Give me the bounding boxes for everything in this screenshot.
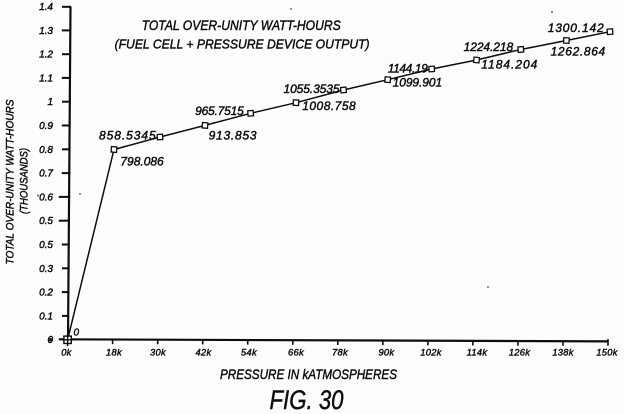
svg-text:913.853: 913.853	[209, 129, 257, 143]
svg-text:0.3: 0.3	[39, 264, 53, 275]
svg-text:0.5: 0.5	[39, 216, 53, 227]
svg-text:1300.142: 1300.142	[548, 21, 604, 35]
svg-text:FIG. 30: FIG. 30	[270, 385, 344, 414]
svg-text:54k: 54k	[241, 348, 258, 358]
svg-text:1144.19: 1144.19	[388, 62, 428, 76]
svg-text:(FUEL CELL + PRESSURE DEVICE O: (FUEL CELL + PRESSURE DEVICE OUTPUT)	[115, 37, 370, 52]
svg-text:138k: 138k	[552, 348, 574, 358]
svg-text:1.4: 1.4	[39, 2, 53, 13]
svg-text:0.1: 0.1	[39, 311, 53, 322]
svg-text:1055.3535: 1055.3535	[284, 82, 340, 96]
svg-text:1: 1	[47, 97, 53, 108]
svg-text:42k: 42k	[196, 348, 213, 358]
svg-text:0.9: 0.9	[39, 121, 53, 132]
svg-text:798.086: 798.086	[120, 155, 164, 169]
svg-text:150k: 150k	[596, 348, 618, 358]
svg-text:1.1: 1.1	[39, 73, 53, 84]
svg-text:0: 0	[74, 328, 80, 339]
svg-text:0.5: 0.5	[39, 240, 53, 251]
svg-text:858.5345: 858.5345	[99, 129, 156, 143]
svg-text:114k: 114k	[467, 348, 489, 358]
svg-text:1.2: 1.2	[39, 50, 53, 61]
svg-text:965.7515: 965.7515	[195, 104, 244, 118]
svg-text:30k: 30k	[150, 348, 167, 358]
svg-text:(THOUSANDS): (THOUSANDS)	[19, 148, 31, 214]
svg-text:78k: 78k	[332, 348, 349, 358]
svg-text:1262.864: 1262.864	[551, 45, 606, 59]
svg-text:1.3: 1.3	[39, 26, 53, 37]
svg-text:0.6: 0.6	[39, 192, 53, 203]
svg-text:102k: 102k	[420, 348, 442, 358]
svg-text:0.8: 0.8	[39, 145, 53, 156]
svg-text:0.7: 0.7	[39, 169, 53, 180]
svg-text:66k: 66k	[288, 348, 305, 358]
svg-text:1184.204: 1184.204	[481, 58, 537, 72]
svg-text:0k: 0k	[61, 348, 72, 358]
svg-text:126k: 126k	[509, 348, 531, 358]
svg-text:TOTAL OVER-UNITY WATT-HOURS: TOTAL OVER-UNITY WATT-HOURS	[5, 99, 17, 265]
svg-text:1224.218: 1224.218	[464, 40, 514, 54]
svg-text:90k: 90k	[378, 348, 395, 358]
svg-text:18k: 18k	[106, 348, 123, 358]
svg-text:1099.901: 1099.901	[393, 76, 443, 90]
svg-text:1008.758: 1008.758	[302, 99, 356, 113]
svg-text:0.2: 0.2	[39, 288, 53, 299]
svg-text:TOTAL OVER-UNITY WATT-HOURS: TOTAL OVER-UNITY WATT-HOURS	[142, 17, 342, 33]
svg-text:PRESSURE IN kATMOSPHERES: PRESSURE IN kATMOSPHERES	[220, 366, 398, 382]
